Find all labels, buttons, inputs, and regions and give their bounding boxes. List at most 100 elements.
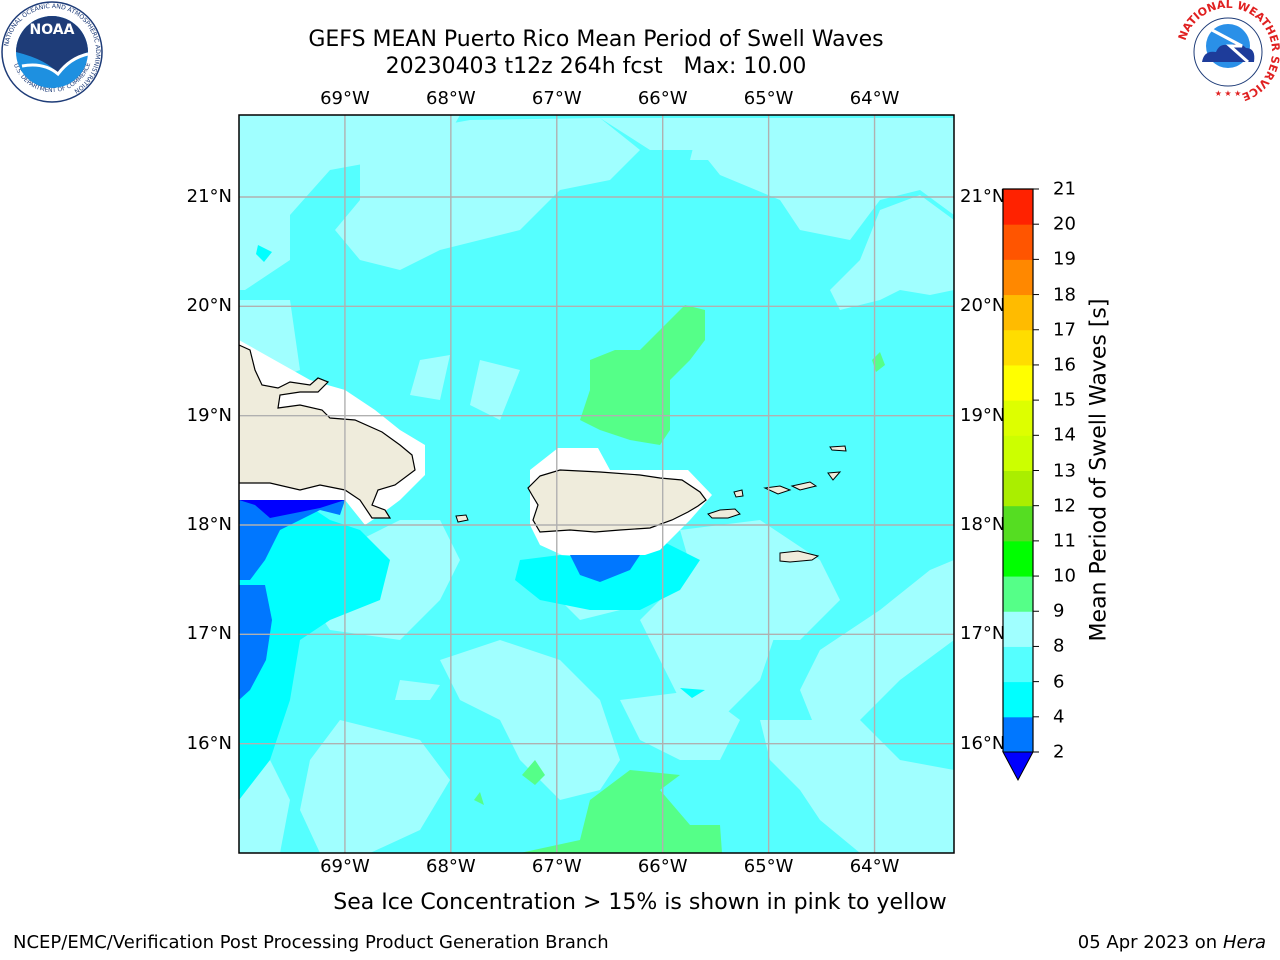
virgin-islands xyxy=(790,481,818,491)
vieques-island xyxy=(707,508,741,519)
nws-logo: NATIONAL WEATHER SERVICE ★ ★ ★ xyxy=(1176,0,1280,103)
lat-tick-label: 16°N xyxy=(960,732,1006,754)
title-line-2: 20230403 t12z 264h fcst Max: 10.00 xyxy=(385,54,807,79)
contour-8-9 xyxy=(690,120,720,160)
colorbar-tick-label: 20 xyxy=(1053,213,1076,235)
lat-tick-label: 18°N xyxy=(186,514,232,535)
svg-text:NOAA: NOAA xyxy=(30,22,75,38)
contour-8-9 xyxy=(440,640,620,800)
contour-8-9 xyxy=(410,355,450,400)
colorbar-swatch xyxy=(1003,681,1033,718)
colorbar-tick-label: 11 xyxy=(1053,530,1076,552)
footer-date: 05 Apr 2023 on Hera xyxy=(1078,932,1266,953)
colorbar-swatch xyxy=(1003,294,1033,331)
colorbar-tick-label: 4 xyxy=(1053,706,1065,728)
contour-2-4 xyxy=(239,500,345,580)
contour-9-10 xyxy=(474,792,484,805)
contour-2-4 xyxy=(239,585,272,700)
lon-tick-label: 66°W xyxy=(637,856,688,877)
noaa-logo: NATIONAL OCEANIC AND ATMOSPHERIC ADMINIS… xyxy=(1,1,103,103)
contour-4-6 xyxy=(680,688,705,698)
colorbar-tick-label: 9 xyxy=(1053,600,1065,622)
contour-9-10 xyxy=(522,760,545,785)
graticule xyxy=(239,115,954,853)
colorbar-extend-min xyxy=(1002,751,1034,782)
lat-tick-label: 17°N xyxy=(186,623,232,645)
lon-tick-label: 68°W xyxy=(425,88,476,109)
lon-tick-label: 66°W xyxy=(637,88,688,109)
colorbar-tick-label: 18 xyxy=(1053,284,1076,306)
contour-8-9 xyxy=(470,360,520,420)
colorbar-tick-label: 8 xyxy=(1053,635,1065,657)
st-croix-island xyxy=(779,550,820,563)
colorbar-swatch xyxy=(1003,259,1033,296)
contour-8-9 xyxy=(335,118,640,270)
footer-system: Hera xyxy=(1222,932,1266,953)
colorbar-swatch xyxy=(1003,716,1033,753)
contour-8-9 xyxy=(395,680,440,700)
lat-tick-label: 16°N xyxy=(186,732,232,754)
contour-8-9 xyxy=(620,690,740,760)
lon-tick-label: 64°W xyxy=(849,856,900,877)
lat-tick-label: 21°N xyxy=(186,186,232,207)
colorbar-swatch xyxy=(1003,611,1033,647)
lon-tick-label: 68°W xyxy=(425,856,476,877)
lat-tick-label: 20°N xyxy=(186,295,232,317)
contour-9-10 xyxy=(580,305,705,445)
puerto-rico-land xyxy=(527,469,707,533)
title-line-1: GEFS MEAN Puerto Rico Mean Period of Swe… xyxy=(308,27,884,52)
colorbar-tick-label: 17 xyxy=(1053,319,1076,341)
colorbar-swatch xyxy=(1003,189,1033,225)
virgin-islands xyxy=(763,485,792,495)
colorbar-swatch xyxy=(1003,435,1033,471)
svg-text:★ ★ ★: ★ ★ ★ xyxy=(1215,89,1242,98)
lat-tick-label: 19°N xyxy=(960,404,1006,426)
contour-field xyxy=(239,115,954,853)
lon-tick-label: 65°W xyxy=(743,88,794,109)
colorbar-tick-label: 21 xyxy=(1053,178,1076,200)
colorbar-tick-label: 10 xyxy=(1053,565,1076,587)
colorbar xyxy=(1002,188,1039,782)
lon-tick-label: 67°W xyxy=(531,856,582,877)
lat-tick-label: 21°N xyxy=(960,186,1006,207)
colorbar-swatch xyxy=(1003,576,1033,612)
lat-tick-label: 17°N xyxy=(960,623,1006,645)
lon-tick-label: 69°W xyxy=(320,856,370,877)
contour-4-6 xyxy=(239,500,390,800)
lat-tick-label: 18°N xyxy=(960,514,1006,535)
virgin-islands xyxy=(827,471,842,481)
sea-ice-note: Sea Ice Concentration > 15% is shown in … xyxy=(333,890,947,915)
lon-tick-label: 64°W xyxy=(849,88,900,109)
colorbar-tick-label: 2 xyxy=(1053,741,1065,763)
colorbar-swatch xyxy=(1003,470,1033,507)
contour-8-9 xyxy=(830,195,954,310)
colorbar-tick-label: 14 xyxy=(1053,424,1076,446)
colorbar-tick-label: 12 xyxy=(1053,495,1076,517)
map-frame xyxy=(238,114,955,854)
colorbar-swatch xyxy=(1003,540,1033,577)
colorbar-swatch xyxy=(1003,646,1033,683)
colorbar-tick-label: 19 xyxy=(1053,248,1076,270)
colorbar-swatch xyxy=(1003,400,1033,436)
contour-4-6 xyxy=(256,245,272,262)
colorbar-swatch xyxy=(1003,364,1033,401)
colorbar-swatch xyxy=(1003,329,1033,366)
lon-tick-label: 65°W xyxy=(743,856,794,877)
contour-below-2 xyxy=(239,500,345,518)
colorbar-tick-label: 13 xyxy=(1053,460,1076,481)
colorbar-tick-label: 15 xyxy=(1053,389,1076,411)
contour-8-9 xyxy=(800,560,954,740)
contour-2-4 xyxy=(570,555,640,582)
footer-date-text: 05 Apr 2023 on xyxy=(1077,932,1223,953)
contour-9-10 xyxy=(520,770,722,853)
hispaniola-land xyxy=(239,344,416,519)
lat-tick-label: 19°N xyxy=(186,404,232,426)
contour-8-9 xyxy=(600,118,954,240)
colorbar-swatch xyxy=(1003,224,1033,260)
colorbar-tick-label: 16 xyxy=(1053,354,1076,376)
lat-tick-label: 20°N xyxy=(960,295,1006,317)
colorbar-tick-label: 6 xyxy=(1053,671,1065,693)
contour-8-9 xyxy=(640,560,780,720)
virgin-islands xyxy=(829,445,847,452)
